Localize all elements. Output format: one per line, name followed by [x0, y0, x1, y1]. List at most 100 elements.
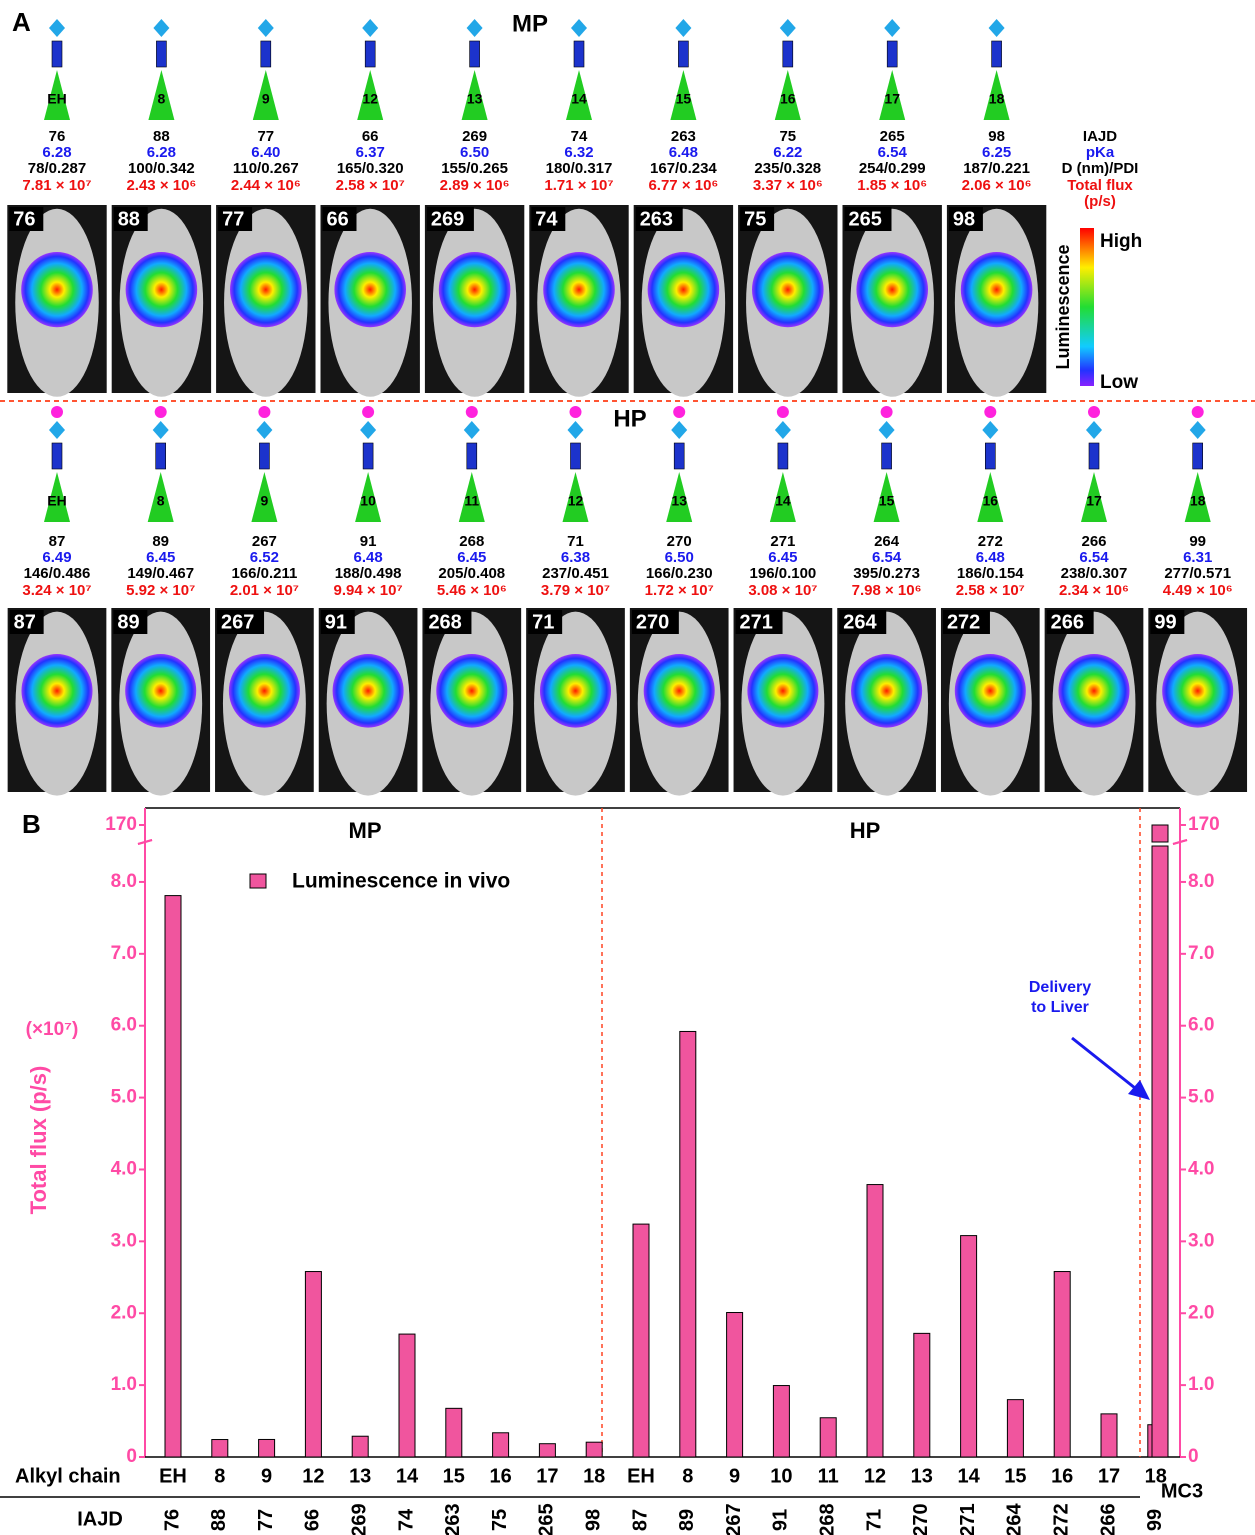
total-flux: 2.43 × 10⁶	[126, 177, 196, 194]
bar	[680, 1031, 696, 1457]
core-block	[365, 41, 375, 67]
iajd-label: 98	[582, 1509, 604, 1531]
alkyl-label: 13	[467, 91, 483, 107]
iajd-value: 270	[667, 533, 692, 550]
luminescence	[1162, 654, 1233, 728]
iajd-label: 272	[1050, 1503, 1072, 1535]
size-pdi: 235/0.328	[754, 160, 821, 177]
iajd-label: 271	[957, 1503, 979, 1535]
core-block	[778, 443, 788, 469]
luminescence	[955, 654, 1026, 728]
iajd-value: 268	[459, 533, 484, 550]
alkyl-label: 9	[261, 493, 269, 509]
image-id: 271	[740, 611, 773, 633]
iajd-value: 272	[978, 533, 1003, 550]
total-flux: 2.58 × 10⁷	[956, 582, 1025, 599]
bar	[305, 1272, 321, 1457]
iajd-label: 87	[629, 1509, 651, 1531]
pka-value: 6.37	[356, 144, 385, 161]
image-id: 98	[953, 208, 975, 230]
image-id: 91	[325, 611, 347, 633]
y-tick-label: 6.0	[1188, 1015, 1214, 1036]
y-tick-label: 4.0	[111, 1158, 137, 1179]
total-flux: 9.94 × 10⁷	[334, 582, 403, 599]
pka-value: 6.28	[42, 144, 71, 161]
size-pdi: 205/0.408	[438, 565, 505, 582]
core-block	[156, 41, 166, 67]
pka-value: 6.54	[1079, 549, 1109, 566]
linker-diamond	[1190, 421, 1206, 439]
head-group	[570, 406, 582, 418]
iajd-value: 271	[770, 533, 795, 550]
linker-diamond	[49, 19, 65, 37]
head-group	[673, 406, 685, 418]
legend-label: Luminescence in vivo	[292, 870, 510, 893]
bar-upper	[1152, 825, 1168, 842]
alkyl-label: 12	[362, 91, 378, 107]
colorbar	[1080, 228, 1094, 386]
y-tick-label: 170	[1188, 814, 1220, 835]
alkyl-label: 12	[568, 493, 584, 509]
iajd-value: 99	[1189, 533, 1206, 550]
pka-value: 6.38	[561, 549, 590, 566]
alkyl-label: 8	[157, 493, 165, 509]
total-flux: 3.08 × 10⁷	[748, 582, 817, 599]
iajd-value: 76	[49, 128, 66, 145]
total-flux: 2.01 × 10⁷	[230, 582, 299, 599]
bar	[446, 1408, 462, 1457]
luminescence	[125, 654, 196, 728]
size-pdi: 277/0.571	[1164, 565, 1231, 582]
y-axis-title: Total flux (p/s)	[26, 1066, 51, 1215]
iajd-label: 76	[161, 1509, 183, 1531]
iajd-value: 263	[671, 128, 696, 145]
linker-diamond	[568, 421, 584, 439]
annotation-arrow	[1072, 1038, 1140, 1092]
core-block	[470, 41, 480, 67]
x-tick-label: 14	[957, 1465, 980, 1487]
core-block	[985, 443, 995, 469]
luminescence	[851, 654, 922, 728]
bar	[1007, 1400, 1023, 1457]
size-pdi: 180/0.317	[546, 160, 613, 177]
total-flux: 2.34 × 10⁶	[1059, 582, 1129, 599]
total-flux: 5.92 × 10⁷	[126, 582, 195, 599]
total-flux: 1.72 × 10⁷	[645, 582, 714, 599]
head-group	[258, 406, 270, 418]
y-tick-label: 3.0	[111, 1230, 137, 1251]
pka-value: 6.32	[564, 144, 593, 161]
bar	[1054, 1272, 1070, 1457]
head-group	[984, 406, 996, 418]
y-tick-label: 1.0	[1188, 1374, 1214, 1395]
iajd-value: 265	[880, 128, 905, 145]
image-id: 266	[1051, 611, 1084, 633]
luminescence	[648, 252, 720, 327]
luminescence	[961, 252, 1033, 327]
size-pdi: 186/0.154	[957, 565, 1024, 582]
bar	[586, 1442, 602, 1457]
linker-diamond	[153, 421, 169, 439]
pka-value: 6.31	[1183, 549, 1212, 566]
pka-value: 6.45	[146, 549, 175, 566]
size-pdi: 254/0.299	[859, 160, 926, 177]
alkyl-label: EH	[47, 493, 66, 509]
pka-value: 6.49	[42, 549, 71, 566]
iajd-label: 264	[1004, 1502, 1026, 1535]
alkyl-label: 13	[671, 493, 687, 509]
total-flux: 2.58 × 10⁷	[336, 177, 405, 194]
linker-diamond	[464, 421, 480, 439]
core-block	[674, 443, 684, 469]
y-tick-label: 0	[126, 1446, 137, 1467]
y-tick-label: 0	[1188, 1446, 1199, 1467]
size-pdi: 188/0.498	[335, 565, 402, 582]
x-tick-label: 16	[489, 1465, 511, 1487]
size-pdi: 187/0.221	[963, 160, 1030, 177]
luminescence	[334, 252, 406, 327]
x-tick-label: 18	[583, 1465, 605, 1487]
iajd-label: 263	[442, 1503, 464, 1535]
x-tick-label: 13	[349, 1465, 371, 1487]
x-tick-label: 12	[302, 1465, 324, 1487]
legend-iajd: IAJD	[1083, 128, 1117, 145]
image-id: 71	[532, 611, 554, 633]
luminescence	[540, 654, 611, 728]
legend-flux: (p/s)	[1084, 193, 1116, 210]
